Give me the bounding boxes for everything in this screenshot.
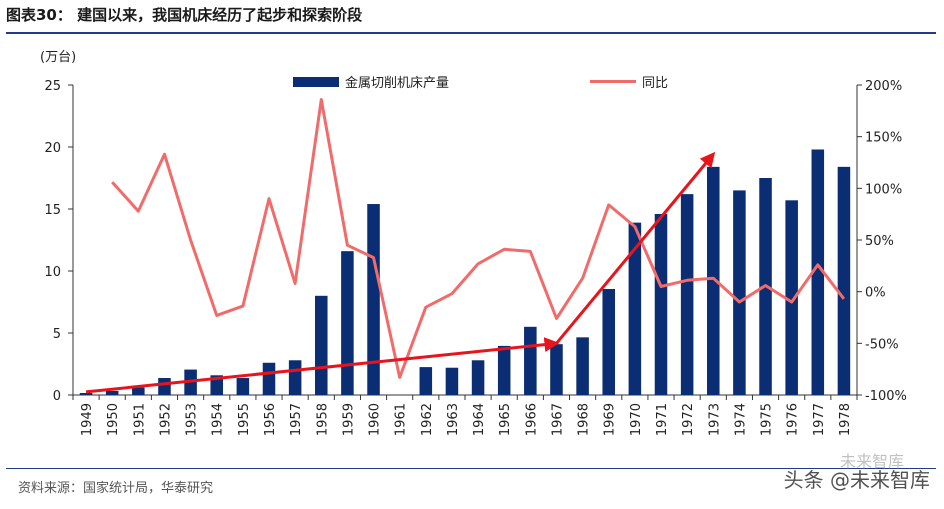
bar-1952 — [158, 378, 171, 395]
x-tick-label: 1972 — [681, 403, 696, 436]
bar-1960 — [367, 204, 380, 395]
trend-arrow-2 — [555, 151, 716, 345]
bar-1976 — [785, 200, 798, 395]
right-tick-label: 0% — [865, 286, 886, 301]
x-tick-label: 1961 — [394, 403, 409, 436]
bar-1968 — [576, 337, 589, 395]
bar-1962 — [419, 367, 433, 395]
right-tick-label: -100% — [865, 389, 907, 404]
bar-1973 — [706, 166, 720, 395]
legend-line-swatch — [590, 80, 636, 83]
left-axis-unit: (万台) — [40, 50, 77, 65]
x-tick-label: 1954 — [211, 403, 226, 436]
watermark: 头条 @未来智库 — [783, 468, 930, 492]
watermark-faint: 未来智库 — [839, 452, 904, 471]
bar-1967 — [550, 344, 563, 395]
right-tick-label: -50% — [865, 337, 899, 352]
x-tick-label: 1977 — [812, 403, 827, 436]
bar-1957 — [288, 360, 302, 395]
right-tick-label: 100% — [865, 182, 902, 197]
yoy-line — [111, 98, 846, 379]
legend-production-label: 金属切削机床产量 — [345, 76, 450, 91]
x-tick-label: 1965 — [498, 403, 513, 436]
x-tick-label: 1970 — [629, 403, 644, 436]
source-note: 资料来源：国家统计局，华泰研究 — [18, 481, 214, 496]
x-tick-label: 1953 — [185, 403, 200, 436]
bar-1970 — [628, 222, 642, 395]
x-tick-label: 1966 — [524, 403, 539, 436]
bar-1949 — [79, 393, 93, 395]
bar-1977 — [811, 149, 825, 395]
x-tick-label: 1959 — [341, 403, 356, 436]
x-tick-label: 1952 — [158, 403, 173, 436]
bar-1965 — [497, 345, 511, 395]
x-tick-label: 1962 — [420, 403, 435, 436]
x-tick-label: 1955 — [237, 403, 252, 436]
x-tick-label: 1968 — [577, 403, 592, 436]
bar-1972 — [680, 194, 694, 395]
bar-1964 — [471, 360, 485, 395]
x-tick-label: 1949 — [80, 403, 95, 436]
x-tick-label: 1950 — [106, 403, 121, 436]
bar-1969 — [602, 288, 616, 395]
right-tick-label: 150% — [865, 131, 902, 146]
x-tick-label: 1957 — [289, 403, 304, 436]
legend-item-yoy: 同比 — [590, 72, 668, 91]
bar-1974 — [733, 190, 746, 395]
right-tick-label: 50% — [865, 234, 894, 249]
left-tick-label: 25 — [44, 79, 61, 94]
bar-1971 — [654, 213, 668, 395]
chart-title: 图表30： 建国以来，我国机床经历了起步和探索阶段 — [6, 6, 363, 24]
x-tick-label: 1976 — [786, 403, 801, 436]
left-tick-label: 15 — [44, 203, 61, 218]
left-tick-label: 5 — [53, 327, 61, 342]
x-tick-label: 1951 — [132, 403, 147, 436]
right-tick-label: 200% — [865, 79, 902, 94]
legend-bar-swatch — [293, 76, 339, 87]
x-tick-label: 1974 — [733, 403, 748, 436]
bar-1951 — [132, 387, 145, 395]
x-tick-label: 1971 — [655, 403, 670, 436]
x-tick-label: 1969 — [603, 403, 618, 436]
x-tick-label: 1967 — [550, 403, 565, 436]
x-tick-label: 1975 — [760, 403, 775, 436]
bar-1978 — [837, 166, 851, 395]
title-divider — [6, 32, 936, 34]
bar-1955 — [236, 378, 250, 395]
legend-yoy-label: 同比 — [642, 76, 669, 91]
left-tick-label: 20 — [44, 141, 61, 156]
bar-1956 — [262, 362, 276, 395]
left-tick-label: 0 — [53, 389, 61, 404]
bar-1958 — [314, 295, 328, 395]
combo-chart: 0 5 10 15 20 25 -100% -50% 0% 50% 100% 150% 200% 1949… — [44, 79, 907, 436]
bar-1966 — [524, 326, 537, 395]
bar-1959 — [341, 251, 354, 395]
bar-1950 — [105, 390, 119, 395]
footer-divider — [6, 468, 936, 469]
x-tick-label: 1960 — [368, 403, 383, 436]
left-tick-label: 10 — [44, 265, 61, 280]
x-tick-label: 1964 — [472, 403, 487, 436]
x-tick-label: 1956 — [263, 403, 278, 436]
x-tick-label: 1963 — [446, 403, 461, 436]
x-tick-label: 1958 — [315, 403, 330, 436]
x-tick-label: 1978 — [838, 403, 853, 436]
x-tick-label: 1973 — [707, 403, 722, 436]
legend-item-production: 金属切削机床产量 — [293, 72, 449, 91]
bar-1963 — [445, 367, 459, 395]
trend-arrow-1 — [85, 337, 560, 394]
